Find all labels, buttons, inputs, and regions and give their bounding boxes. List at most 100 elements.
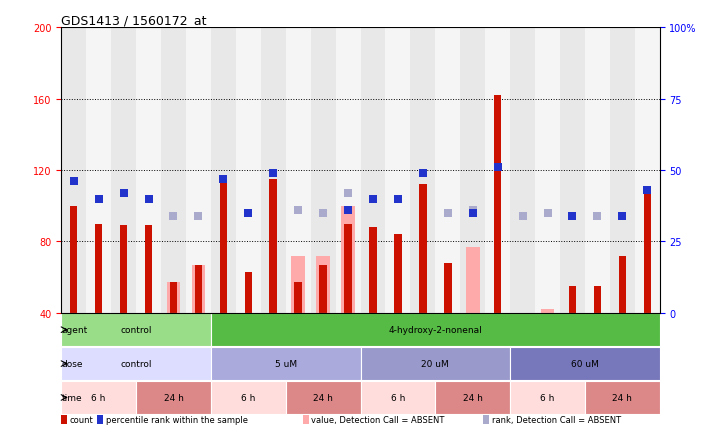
Point (267, 170, 279, 177)
Text: rank, Detection Call = ABSENT: rank, Detection Call = ABSENT (492, 415, 621, 424)
Bar (87, 28, 111, 313)
Bar (244, 272, 252, 313)
Bar (286, 28, 311, 313)
Point (616, 213, 628, 220)
Text: time: time (62, 393, 82, 402)
Text: agent: agent (62, 326, 88, 335)
Point (118, 190, 129, 197)
Point (442, 210, 454, 217)
Bar (593, 286, 601, 313)
Bar (61, 314, 211, 346)
Bar (644, 192, 651, 313)
Bar (186, 28, 211, 313)
Point (68, 178, 79, 185)
Point (143, 196, 154, 203)
Text: dose: dose (62, 359, 84, 368)
Text: control: control (120, 326, 152, 335)
Bar (485, 28, 510, 313)
Bar (319, 265, 327, 313)
Bar (435, 381, 510, 414)
Bar (341, 206, 355, 313)
Bar (136, 381, 211, 414)
Point (417, 170, 428, 177)
Text: GDS1413 / 1560172_at: GDS1413 / 1560172_at (61, 14, 207, 27)
Bar (211, 314, 660, 346)
Point (193, 213, 204, 220)
Point (168, 213, 180, 220)
Bar (510, 28, 535, 313)
Text: 24 h: 24 h (313, 393, 333, 402)
Text: 4-hydroxy-2-nonenal: 4-hydroxy-2-nonenal (389, 326, 482, 335)
Bar (560, 28, 585, 313)
Bar (145, 226, 152, 313)
Bar (136, 28, 161, 313)
Point (492, 164, 503, 171)
Bar (460, 28, 485, 313)
Bar (220, 183, 227, 313)
Bar (345, 224, 352, 313)
Bar (535, 28, 560, 313)
Bar (585, 381, 660, 414)
Bar (211, 381, 286, 414)
Text: 20 uM: 20 uM (422, 359, 449, 368)
Point (218, 176, 229, 183)
Bar (317, 256, 330, 313)
Bar (335, 28, 360, 313)
Bar (360, 28, 386, 313)
Text: 6 h: 6 h (391, 393, 405, 402)
Point (517, 213, 528, 220)
Bar (444, 263, 451, 313)
Text: 6 h: 6 h (241, 393, 255, 402)
Bar (270, 180, 277, 313)
Text: 24 h: 24 h (612, 393, 632, 402)
Bar (261, 28, 286, 313)
Bar (61, 348, 211, 380)
Bar (95, 224, 102, 313)
Point (467, 210, 479, 217)
Bar (360, 381, 435, 414)
Bar (386, 28, 410, 313)
Bar (311, 28, 335, 313)
Text: value, Detection Call = ABSENT: value, Detection Call = ABSENT (311, 415, 445, 424)
Text: 6 h: 6 h (540, 393, 554, 402)
Point (342, 190, 354, 197)
Bar (236, 28, 261, 313)
Bar (610, 28, 634, 313)
Text: 24 h: 24 h (164, 393, 183, 402)
Text: percentile rank within the sample: percentile rank within the sample (106, 415, 248, 424)
Text: 6 h: 6 h (92, 393, 106, 402)
Bar (167, 283, 180, 313)
Point (541, 210, 553, 217)
Bar (541, 309, 554, 313)
Bar (169, 283, 177, 313)
Point (592, 213, 603, 220)
Bar (569, 286, 576, 313)
Bar (211, 28, 236, 313)
Bar (585, 28, 610, 313)
Text: control: control (120, 359, 152, 368)
Text: 60 uM: 60 uM (571, 359, 599, 368)
Point (317, 210, 329, 217)
Bar (394, 235, 402, 313)
Bar (192, 265, 205, 313)
Bar (211, 348, 360, 380)
Text: 5 uM: 5 uM (275, 359, 297, 368)
Point (467, 207, 479, 214)
Point (93, 196, 105, 203)
Bar (195, 265, 202, 313)
Bar (419, 185, 427, 313)
Bar (61, 28, 87, 313)
Bar (286, 381, 360, 414)
Bar (410, 28, 435, 313)
Bar (619, 256, 626, 313)
Bar (111, 28, 136, 313)
Bar (435, 28, 460, 313)
Bar (369, 227, 376, 313)
Point (367, 196, 379, 203)
Point (293, 207, 304, 214)
Bar (291, 256, 305, 313)
Bar (161, 28, 186, 313)
Point (392, 196, 404, 203)
Bar (61, 381, 136, 414)
Point (567, 213, 578, 220)
